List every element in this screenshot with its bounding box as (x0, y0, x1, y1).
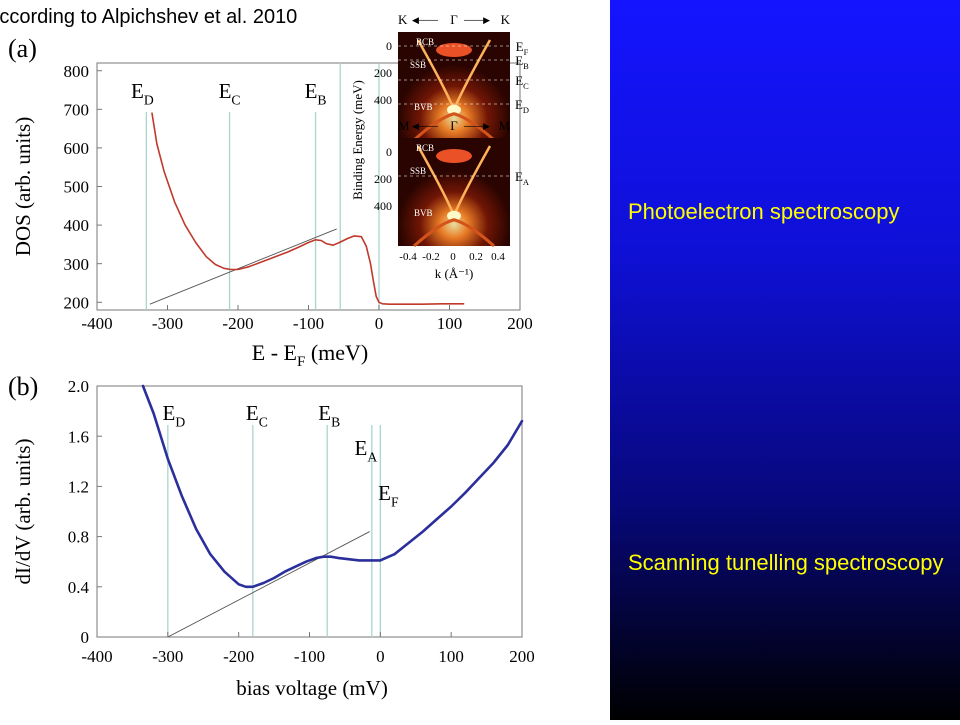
panel-b-y-tick-label: 0 (81, 628, 90, 647)
arpes-k-bcb-blob (436, 43, 472, 57)
caption-photoelectron: Photoelectron spectroscopy (628, 199, 900, 224)
panel-b-y-tick-label: 0.4 (68, 578, 90, 597)
panel-a-x-axis-label: E - EF (meV) (252, 340, 368, 370)
panel-a-y-tick-label: 400 (64, 216, 90, 235)
arpes-m-energy-label-A: EA (515, 169, 530, 187)
figure-svg: -400 -300 -200 -100 0 100 200 200 300 400 500 600 70… (8, 12, 535, 700)
panel-b-x-tick-label: -300 (152, 647, 183, 666)
panel-a-y-axis-label: DOS (arb. units) (11, 117, 35, 256)
panel-b-y-tick-label: 1.2 (68, 478, 89, 497)
arpes-k-top-axis-arrow-right: ───▶ (463, 15, 490, 25)
arpes-k-band-label-BCB: BCB (416, 37, 434, 47)
arpes-k-tick-label: 0.2 (469, 251, 483, 263)
panel-a-y-tick-label: 700 (64, 100, 90, 119)
panel-a-x-tick-label: -300 (152, 314, 183, 333)
panel-b-x-tick-label: 200 (509, 647, 535, 666)
caption-pane: Photoelectron spectroscopy Scanning tune… (610, 0, 960, 720)
arpes-m-top-axis-arrow-right: ───▶ (463, 121, 490, 131)
arpes-y-axis-label: Binding Energy (meV) (350, 80, 365, 200)
panel-a-marker-label-D: ED (131, 79, 154, 107)
arpes-k-top-axis-left: K (398, 12, 408, 27)
arpes-k-tick-label: 0.4 (491, 251, 505, 263)
arpes-m-band-label-BVB: BVB (414, 208, 433, 218)
arpes-m-top-axis-right: M (498, 118, 510, 133)
arpes-k-tick-label: -0.4 (399, 251, 417, 263)
panel-b-x-tick-label: 100 (438, 647, 464, 666)
panel-a-x-tick-label: 0 (375, 314, 384, 333)
panel-a-guide-line (149, 228, 337, 305)
arpes-k-energy-label-C: EC (515, 73, 529, 91)
arpes-k-top-axis-center: Γ (450, 12, 458, 27)
panel-a-y-tick-label: 600 (64, 139, 90, 158)
arpes-m-band-label-BCB: BCB (416, 143, 434, 153)
panel-b-marker-label-D: ED (162, 401, 185, 429)
panel-a-x-tick-label: -100 (293, 314, 324, 333)
arpes-m-top-axis-arrow-left: ◀─── (412, 121, 439, 131)
panel-a-x-tick-label: 100 (437, 314, 463, 333)
arpes-k-energy-label-F: EF (516, 39, 529, 57)
arpes-m-bcb-blob (436, 149, 472, 163)
panel-b-marker-label-F: EF (378, 481, 399, 509)
panel-b-x-tick-label: -400 (81, 647, 112, 666)
panel-b-marker-label-B: EB (318, 401, 340, 429)
panel-a-y-tick-label: 200 (64, 293, 90, 312)
arpes-k-axis-label: k (Å⁻¹) (435, 266, 474, 281)
panel-a-y-tick-label: 300 (64, 255, 90, 274)
panel-b-marker-label-C: EC (246, 401, 268, 429)
panel-b-panel-label: (b) (8, 372, 38, 401)
arpes-k-band-label-SSB: SSB (410, 60, 426, 70)
arpes-k-energy-label-D: ED (515, 97, 529, 115)
arpes-m-dirac-point (447, 210, 461, 221)
panel-b-x-tick-label: 0 (376, 647, 385, 666)
arpes-k-top-axis-right: K (501, 12, 511, 27)
panel-a-panel-label: (a) (8, 34, 37, 63)
arpes-m-band-label-SSB: SSB (410, 166, 426, 176)
panel-b-data-curve (141, 384, 524, 589)
panel-a-data-curve (151, 112, 465, 305)
panel-b-plot-frame (96, 385, 523, 638)
caption-stm: Scanning tunelling spectroscopy (628, 550, 944, 575)
panel-b-marker-label-A: EA (354, 436, 377, 464)
figure-pane: According to Alpichshev et al. 2010 -400… (0, 6, 535, 700)
citation-header: According to Alpichshev et al. 2010 (0, 6, 298, 28)
arpes-k-tick-label: -0.2 (422, 251, 439, 263)
arpes-m-top-axis-center: Γ (450, 118, 458, 133)
panel-b-x-axis-label: bias voltage (mV) (236, 676, 388, 700)
arpes-m-top-axis-left: M (398, 118, 410, 133)
arpes-k-bvb-band (413, 112, 495, 142)
arpes-k-band-label-BVB: BVB (414, 102, 433, 112)
arpes-k-energy-label-B: EB (515, 53, 529, 71)
arpes-k-y-tick-label: 400 (374, 93, 392, 107)
panel-a-y-tick-label: 500 (64, 178, 90, 197)
panel-b-x-tick-label: -200 (223, 647, 254, 666)
panel-b-y-axis-label: dI/dV (arb. units) (11, 438, 35, 584)
arpes-k-y-tick-label: 200 (374, 66, 392, 80)
arpes-m-bvb-band (413, 218, 495, 248)
arpes-k-top-axis-arrow-left: ◀─── (412, 15, 439, 25)
panel-a-marker-label-C: EC (219, 79, 241, 107)
panel-a-x-tick-label: -400 (81, 314, 112, 333)
arpes-k-tick-label: 0 (450, 251, 456, 263)
panel-a-marker-label-B: EB (305, 79, 327, 107)
arpes-m-y-tick-label: 0 (386, 145, 392, 159)
panel-a-x-tick-label: -200 (222, 314, 253, 333)
panel-b-y-tick-label: 1.6 (68, 427, 89, 446)
panel-b-x-tick-label: -100 (294, 647, 325, 666)
panel-b-y-tick-label: 0.8 (68, 528, 89, 547)
arpes-k-dirac-point (447, 104, 461, 115)
panel-a-x-tick-label: 200 (507, 314, 533, 333)
panel-b-y-tick-label: 2.0 (68, 377, 89, 396)
panel-a-y-tick-label: 800 (64, 62, 90, 81)
arpes-m-y-tick-label: 400 (374, 199, 392, 213)
arpes-m-y-tick-label: 200 (374, 172, 392, 186)
panel-b-guide-line (167, 531, 370, 638)
arpes-k-y-tick-label: 0 (386, 39, 392, 53)
